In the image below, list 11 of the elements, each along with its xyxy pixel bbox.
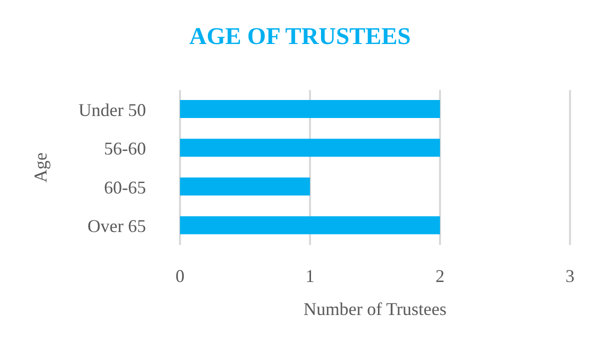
y-tick-label: 56-60 <box>104 138 146 159</box>
x-tick-label: 2 <box>436 266 444 286</box>
y-tick-label: Under 50 <box>78 100 146 120</box>
x-tick-label: 1 <box>306 266 314 286</box>
y-tick-label: 60-65 <box>104 177 146 198</box>
chart-title: AGE OF TRUSTEES <box>188 24 412 51</box>
x-axis-title: Number of Trustees <box>304 299 446 319</box>
x-tick-label: 0 <box>176 266 184 286</box>
y-axis-title: Age <box>30 152 50 182</box>
x-tick-label: 3 <box>566 266 574 286</box>
y-tick-label: Over 65 <box>88 216 146 236</box>
